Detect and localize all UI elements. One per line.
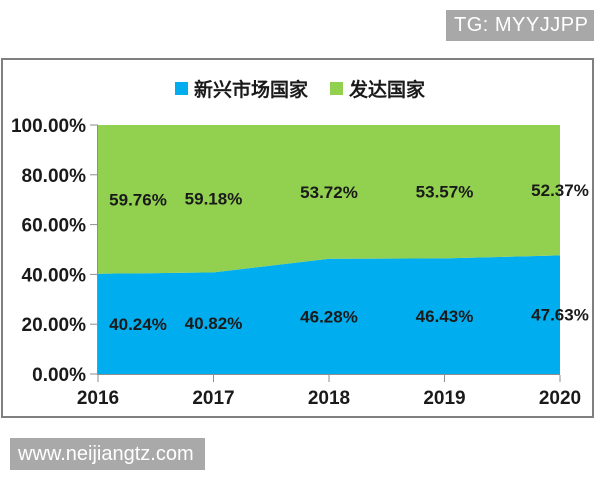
x-tick-label: 2020: [539, 388, 581, 409]
data-label-series-0: 47.63%: [531, 306, 589, 325]
legend-swatch-green-icon: [330, 81, 343, 95]
data-label-series-1: 59.76%: [109, 190, 167, 209]
y-tick-label: 100.00%: [11, 116, 86, 137]
y-tick-label: 60.00%: [22, 216, 87, 237]
y-tick-label: 80.00%: [22, 166, 87, 187]
legend-label: 发达国家: [349, 78, 426, 101]
y-tick-label: 0.00%: [32, 365, 86, 386]
area-series-1: [98, 125, 560, 274]
data-label-series-1: 53.72%: [300, 183, 358, 202]
x-tick-label: 2017: [192, 388, 234, 409]
y-tick-label: 40.00%: [22, 265, 87, 286]
data-label-series-0: 46.28%: [300, 307, 358, 326]
x-tick-label: 2019: [423, 388, 465, 409]
chart-legend: 新兴市场国家 发达国家: [0, 75, 600, 102]
data-label-series-0: 40.82%: [185, 314, 243, 333]
x-tick-label: 2018: [308, 388, 350, 409]
legend-item-developed-countries: 发达国家: [330, 75, 425, 102]
data-label-series-1: 53.57%: [416, 183, 474, 202]
data-label-series-0: 40.24%: [109, 315, 167, 334]
legend-label: 新兴市场国家: [193, 78, 308, 101]
legend-item-emerging-markets: 新兴市场国家: [174, 75, 308, 102]
legend-swatch-blue-icon: [174, 81, 188, 95]
x-tick-label: 2016: [77, 388, 119, 409]
watermark: www.neijiangtz.com: [10, 438, 205, 470]
y-tick-label: 20.00%: [22, 315, 87, 336]
data-label-series-0: 46.43%: [416, 307, 474, 326]
area-series-0: [98, 255, 560, 374]
data-label-series-1: 52.37%: [531, 181, 589, 200]
telegram-badge: TG: MYYJJPP: [446, 10, 594, 41]
data-label-series-1: 59.18%: [185, 190, 243, 209]
